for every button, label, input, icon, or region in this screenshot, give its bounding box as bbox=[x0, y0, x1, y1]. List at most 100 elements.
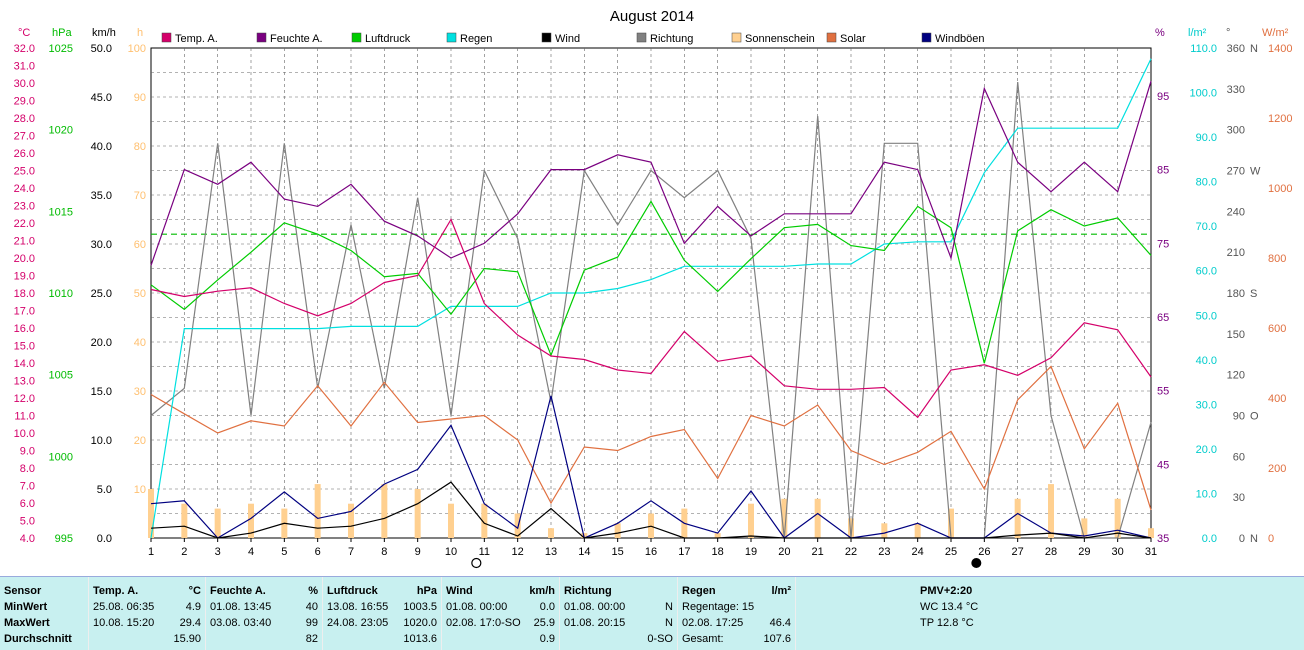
rain-tick-label: 90.0 bbox=[1196, 132, 1217, 144]
wind-tick-label: 40.0 bbox=[91, 141, 112, 153]
wind-max-time: 17:0-SO bbox=[479, 617, 521, 629]
temp-tick-label: 11.0 bbox=[14, 411, 35, 423]
x-tick-label: 1 bbox=[148, 546, 154, 558]
humidity-tick-label: 75 bbox=[1157, 238, 1169, 250]
wind-min-date: 01.08. bbox=[446, 601, 477, 613]
temp-tick-label: 19.0 bbox=[14, 271, 35, 283]
rain-tick-label: 10.0 bbox=[1196, 488, 1217, 500]
sunshine-tick-label: 20 bbox=[134, 435, 146, 447]
x-tick-label: 13 bbox=[545, 546, 557, 558]
pressure-avg: 1013.6 bbox=[403, 633, 437, 645]
wind-tick-label: 25.0 bbox=[91, 288, 112, 300]
pressure-max-date: 24.08. bbox=[327, 617, 358, 629]
direction-min-date: 01.08. bbox=[564, 601, 595, 613]
temp-avg: 15.90 bbox=[173, 633, 201, 645]
series-line-wind bbox=[150, 481, 1152, 539]
x-tick-label: 9 bbox=[415, 546, 421, 558]
humidity-header: Feuchte A. bbox=[210, 585, 266, 597]
stats-pmv-column: PMV+2:20 WC 13.4 °C TP 12.8 °C bbox=[796, 577, 1304, 650]
sunshine-bar bbox=[881, 523, 888, 538]
legend-label: Richtung bbox=[650, 33, 693, 45]
wind-tick-label: 30.0 bbox=[91, 239, 112, 251]
wind-chill: WC 13.4 °C bbox=[920, 601, 979, 613]
sunshine-bar bbox=[714, 533, 721, 538]
sunshine-tick-label: 30 bbox=[134, 386, 146, 398]
axis-unit-pressure: hPa bbox=[52, 27, 72, 39]
sunshine-bar bbox=[181, 503, 188, 538]
direction-tick-label: 30 bbox=[1233, 492, 1245, 504]
temp-tick-label: 15.0 bbox=[14, 341, 35, 353]
rain-total-label: Gesamt: bbox=[682, 633, 724, 645]
sunshine-tick-label: 60 bbox=[134, 239, 146, 251]
sunshine-bar bbox=[514, 513, 521, 538]
row-label-min: MinWert bbox=[4, 601, 48, 613]
rain-tick-label: 0.0 bbox=[1202, 533, 1217, 545]
x-tick-label: 21 bbox=[812, 546, 824, 558]
legend-label: Sonnenschein bbox=[745, 33, 815, 45]
sunshine-bar bbox=[248, 503, 254, 538]
new-moon-icon bbox=[971, 558, 982, 568]
humidity-tick-label: 45 bbox=[1157, 459, 1169, 471]
direction-min-time: 00:00 bbox=[597, 601, 626, 613]
sunshine-bar bbox=[381, 484, 388, 538]
legend-label: Wind bbox=[555, 33, 580, 45]
pressure-max: 1020.0 bbox=[403, 617, 437, 629]
stats-humidity-column: Feuchte A.% 01.08. 13:45 40 03.08. 03:40 9… bbox=[206, 577, 323, 650]
x-tick-label: 26 bbox=[978, 546, 990, 558]
legend-swatch bbox=[636, 32, 647, 43]
direction-tick-label: 120 bbox=[1227, 370, 1245, 382]
temp-tick-label: 32.0 bbox=[14, 43, 35, 55]
legend-swatch bbox=[826, 32, 837, 43]
pressure-tick-label: 995 bbox=[55, 533, 73, 545]
humidity-min-date: 01.08. bbox=[210, 601, 241, 613]
rain-tick-label: 60.0 bbox=[1196, 266, 1217, 278]
direction-compass-label: W bbox=[1250, 166, 1261, 178]
humidity-min: 40 bbox=[305, 601, 318, 613]
pressure-tick-label: 1015 bbox=[49, 206, 73, 218]
solar-tick-label: 1000 bbox=[1268, 183, 1292, 195]
rain-tick-label: 110.0 bbox=[1190, 43, 1217, 55]
sunshine-bar bbox=[414, 489, 421, 538]
sunshine-bar bbox=[814, 498, 821, 538]
direction-max-date: 01.08. bbox=[564, 617, 595, 629]
legend-label: Solar bbox=[840, 33, 866, 45]
legend-label: Windböen bbox=[935, 33, 985, 45]
sunshine-bar bbox=[481, 503, 488, 538]
direction-max: N bbox=[665, 617, 673, 629]
pressure-header: Luftdruck bbox=[327, 585, 378, 597]
temp-tick-label: 14.0 bbox=[14, 358, 35, 370]
sunshine-tick-label: 80 bbox=[134, 141, 146, 153]
left-axes: 4.0 5.0 6.0 7.0 8.0 9.0 10.0 11.0 12.0 13.0 14.0 15… bbox=[14, 43, 146, 545]
x-tick-label: 2 bbox=[181, 546, 187, 558]
temp-max-time: 15:20 bbox=[126, 617, 155, 629]
direction-tick-label: 330 bbox=[1227, 84, 1245, 96]
solar-tick-label: 800 bbox=[1268, 253, 1286, 265]
legend-swatch bbox=[541, 32, 552, 43]
rain-header: Regen bbox=[682, 585, 716, 597]
temp-tick-label: 9.0 bbox=[20, 446, 35, 458]
series-line-feuchte-a- bbox=[150, 81, 1152, 266]
temp-min-time: 06:35 bbox=[126, 601, 155, 613]
solar-tick-label: 0 bbox=[1268, 533, 1274, 545]
x-axis: 1 2 3 4 5 6 7 8 9 10 11 12 13 14 15 16 17 18 19 20 21 22 23 24 2… bbox=[148, 538, 1157, 558]
temp-tick-label: 22.0 bbox=[14, 218, 35, 230]
sunshine-bar bbox=[781, 498, 788, 538]
axis-unit-wind: km/h bbox=[92, 27, 116, 39]
x-tick-label: 4 bbox=[248, 546, 254, 558]
sunshine-bar bbox=[548, 528, 554, 538]
direction-tick-label: 180 bbox=[1227, 288, 1245, 300]
temp-min-date: 25.08. bbox=[93, 601, 124, 613]
series-line-luftdruck bbox=[150, 200, 1152, 364]
x-tick-label: 17 bbox=[678, 546, 690, 558]
stats-temp-column: Temp. A. °C 25.08. 06:35 4.9 10.08. 15:20 2… bbox=[89, 577, 206, 650]
wind-min-time: 00:00 bbox=[479, 601, 508, 613]
rain-tick-label: 50.0 bbox=[1196, 310, 1217, 322]
x-tick-label: 10 bbox=[445, 546, 457, 558]
x-tick-label: 30 bbox=[1112, 546, 1124, 558]
wind-unit: km/h bbox=[529, 585, 555, 597]
legend-label: Luftdruck bbox=[365, 33, 411, 45]
right-axes: 45 55 65 75 85 95 35 0.0 10.0 20.0 30.0 40.0 50.0 60.… bbox=[1157, 43, 1292, 545]
direction-tick-label: 210 bbox=[1227, 247, 1245, 259]
temp-tick-label: 18.0 bbox=[14, 288, 35, 300]
temp-tick-label: 16.0 bbox=[14, 323, 35, 335]
